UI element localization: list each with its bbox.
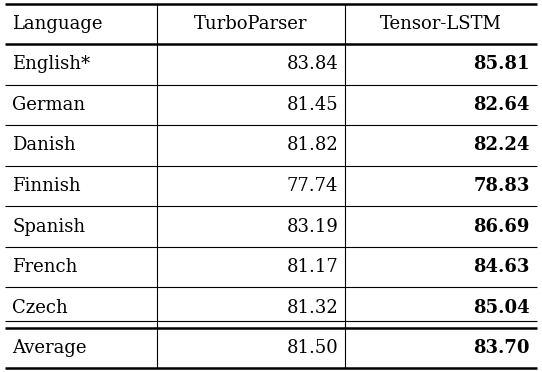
Text: 81.45: 81.45 xyxy=(287,96,338,114)
Text: 81.32: 81.32 xyxy=(287,298,338,317)
Text: 83.19: 83.19 xyxy=(286,218,338,235)
Text: Tensor-LSTM: Tensor-LSTM xyxy=(380,15,502,33)
Text: 82.64: 82.64 xyxy=(473,96,530,114)
Text: 84.63: 84.63 xyxy=(473,258,530,276)
Text: 85.04: 85.04 xyxy=(473,298,530,317)
Text: Czech: Czech xyxy=(12,298,68,317)
Text: TurboParser: TurboParser xyxy=(195,15,308,33)
Text: English*: English* xyxy=(12,55,91,74)
Text: 86.69: 86.69 xyxy=(473,218,530,235)
Text: German: German xyxy=(12,96,86,114)
Text: 82.24: 82.24 xyxy=(473,137,530,154)
Text: Average: Average xyxy=(12,339,87,357)
Text: Spanish: Spanish xyxy=(12,218,86,235)
Text: French: French xyxy=(12,258,78,276)
Text: 78.83: 78.83 xyxy=(473,177,530,195)
Text: Danish: Danish xyxy=(12,137,76,154)
Text: Language: Language xyxy=(12,15,103,33)
Text: 81.50: 81.50 xyxy=(287,339,338,357)
Text: 81.82: 81.82 xyxy=(287,137,338,154)
Text: 77.74: 77.74 xyxy=(287,177,338,195)
Text: Finnish: Finnish xyxy=(12,177,81,195)
Text: 81.17: 81.17 xyxy=(287,258,338,276)
Text: 83.84: 83.84 xyxy=(287,55,338,74)
Text: 83.70: 83.70 xyxy=(473,339,530,357)
Text: 85.81: 85.81 xyxy=(473,55,530,74)
